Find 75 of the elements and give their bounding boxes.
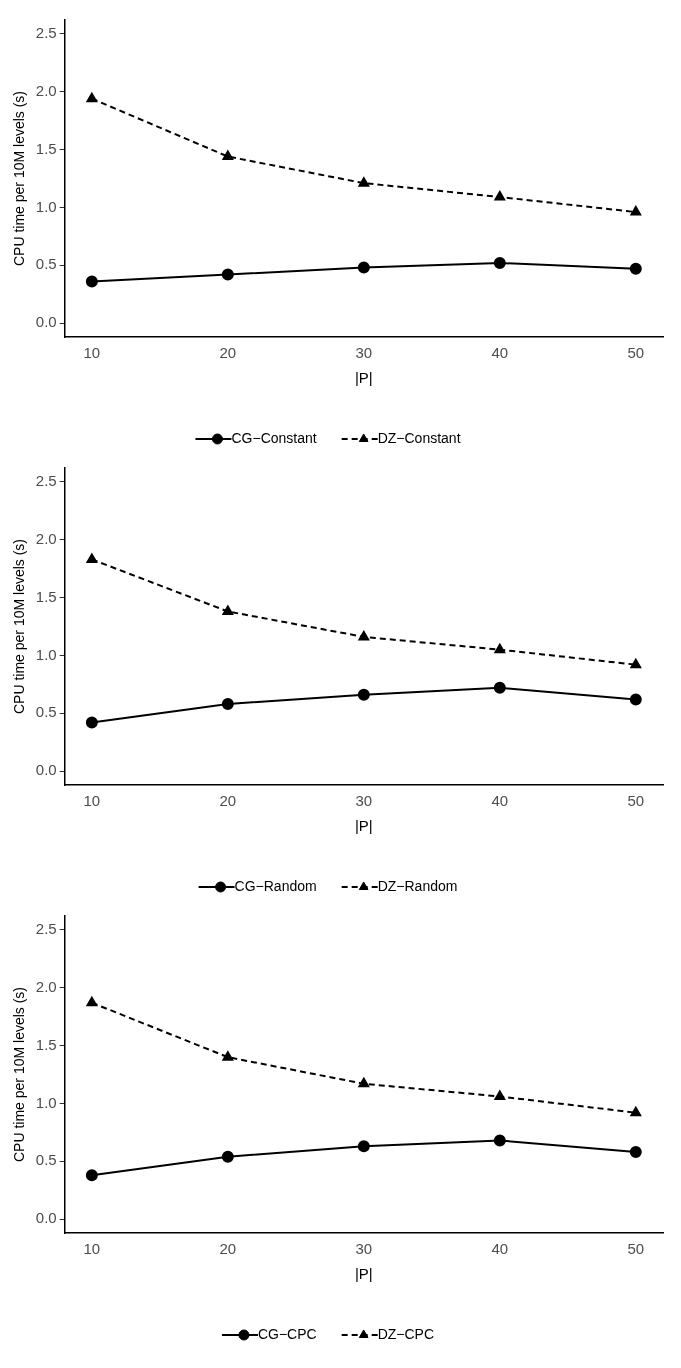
x-axis-title: |P| [354,817,373,835]
legend-label: CG−Constant [231,429,317,446]
y-tick-label: 2.0 [35,529,57,547]
x-tick-label: 20 [219,344,237,362]
point [629,1146,642,1159]
point [85,275,98,288]
x-tick-label: 40 [491,1240,509,1258]
y-tick-label: 0.5 [35,1151,57,1169]
x-tick-label: 40 [491,344,509,362]
y-tick-label: 0.0 [35,761,57,779]
x-tick-label: 50 [627,792,645,810]
y-tick-label: 0.5 [35,703,57,721]
point [358,630,370,641]
point [85,716,98,729]
x-tick-label: 30 [355,344,373,362]
y-tick-label: 1.0 [35,197,57,215]
point [222,605,234,615]
x-axis-title: |P| [354,369,373,387]
point [494,191,506,201]
y-tick-label: 2.5 [35,920,57,938]
y-tick-label: 1.0 [35,645,57,663]
point [629,262,642,275]
point [221,1150,234,1163]
point [493,681,506,694]
y-tick-label: 2.5 [35,472,57,490]
point [221,698,234,711]
y-tick-label: 1.5 [35,587,57,605]
x-tick-label: 40 [491,792,509,810]
x-tick-label: 20 [219,792,237,810]
x-tick-label: 30 [355,792,373,810]
x-tick-label: 20 [219,1240,237,1258]
point [222,150,234,161]
point [358,1077,370,1088]
legend-label: CG−Random [234,877,317,894]
x-tick-label: 50 [627,344,645,362]
point [493,1134,506,1147]
legend-label: CG−CPC [257,1325,317,1342]
y-tick-label: 2.5 [35,24,57,42]
point [85,1169,98,1182]
y-tick-label: 2.0 [35,977,57,995]
point [630,206,642,216]
y-tick-label: 1.5 [35,1035,57,1053]
y-axis-title: CPU time per 10M levels (s) [11,90,28,267]
point [86,553,98,563]
y-tick-label: 2.0 [35,81,57,99]
point [629,693,642,706]
y-axis-title: CPU time per 10M levels (s) [11,986,28,1163]
point [630,1106,642,1117]
point [222,1051,234,1061]
y-tick-label: 1.5 [35,139,57,157]
y-tick-label: 0.0 [35,1209,57,1227]
y-tick-label: 0.5 [35,255,57,273]
x-tick-label: 50 [627,1240,645,1258]
x-tick-label: 10 [83,792,101,810]
x-tick-label: 10 [83,344,101,362]
x-tick-label: 30 [355,1240,373,1258]
point [86,996,98,1007]
x-tick-label: 10 [83,1240,101,1258]
point [221,268,234,281]
point [358,177,370,187]
y-tick-label: 0.0 [35,313,57,331]
point [494,1090,506,1100]
legend-label: DZ−Random [377,877,458,894]
y-tick-label: 1.0 [35,1093,57,1111]
point [357,261,370,274]
point [357,688,370,701]
point [493,256,506,269]
point [630,658,642,669]
x-axis-title: |P| [354,1265,373,1283]
legend-label: DZ−Constant [377,429,461,446]
point [357,1140,370,1153]
point [86,92,98,103]
legend-label: DZ−CPC [377,1325,435,1342]
point [494,643,506,654]
y-axis-title: CPU time per 10M levels (s) [11,538,28,715]
